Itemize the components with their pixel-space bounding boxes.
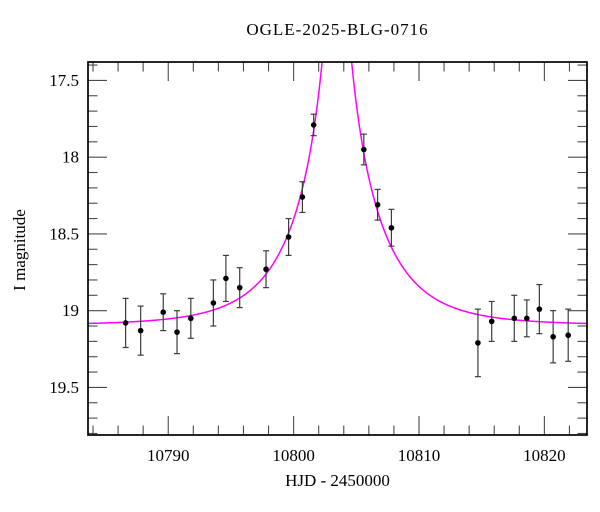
y-tick-label: 18.5 <box>49 224 79 243</box>
x-tick-label: 10820 <box>523 446 566 465</box>
data-point <box>524 315 530 322</box>
data-point <box>174 329 180 335</box>
x-tick-label: 10790 <box>147 446 190 465</box>
data-point <box>310 122 317 128</box>
x-tick-label: 10800 <box>272 446 315 465</box>
x-axis-label: HJD - 2450000 <box>285 471 390 490</box>
data-point <box>536 306 543 312</box>
data-point <box>263 266 269 273</box>
plot-border <box>87 61 588 436</box>
data-point <box>160 309 167 316</box>
data-point <box>236 284 243 291</box>
y-tick-label: 18 <box>62 148 79 167</box>
data-point <box>361 146 367 153</box>
data-point <box>285 234 292 240</box>
data-point <box>511 315 518 322</box>
data-point <box>374 201 381 208</box>
data-point <box>388 224 395 231</box>
data-point <box>475 340 481 346</box>
y-tick-label: 17.5 <box>49 71 79 90</box>
chart-title: OGLE-2025-BLG-0716 <box>246 20 429 39</box>
y-tick-label: 19.5 <box>49 378 79 397</box>
data-point <box>550 333 556 340</box>
data-point <box>299 194 306 200</box>
x-tick-label: 10810 <box>398 446 441 465</box>
data-point <box>210 300 217 306</box>
data-point <box>488 318 495 325</box>
model-curve <box>88 62 587 325</box>
data-point <box>565 332 571 339</box>
data-point <box>137 327 144 334</box>
data-point <box>122 320 129 326</box>
data-point <box>188 315 194 322</box>
y-tick-label: 19 <box>62 301 79 320</box>
data-point <box>223 275 229 282</box>
